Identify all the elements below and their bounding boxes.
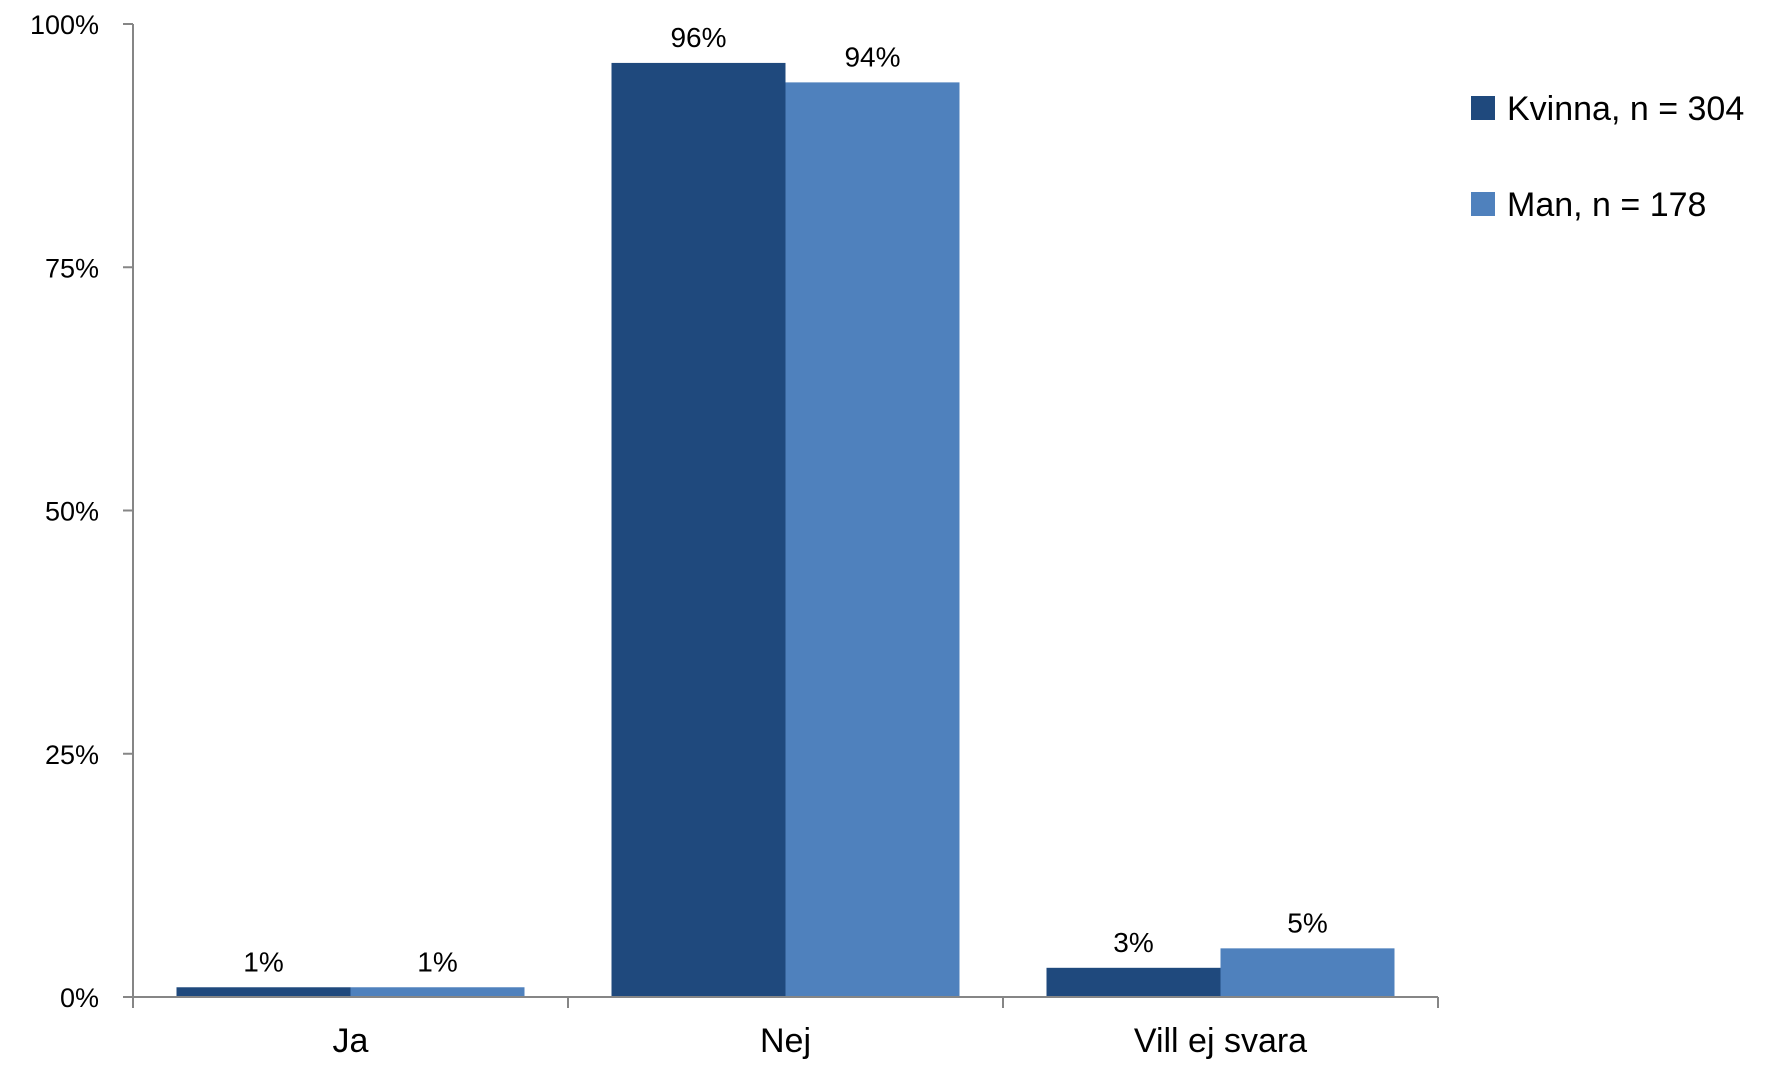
data-label: 94% [844,41,900,72]
y-tick-label: 0% [60,983,99,1013]
axes-group: 0% 25% 50% 75% 100% Ja Nej Vill ej svara [30,10,1439,1060]
data-label: 1% [243,946,283,977]
bar-nej-series-1 [785,82,960,997]
data-labels-group: 1% 1% 96% 94% 3% 5% [243,22,1327,977]
y-tick-label: 75% [45,253,99,283]
bar-ja-series-1 [350,987,525,997]
bars-group [176,62,1395,998]
data-label: 96% [670,22,726,53]
bar-vill-ej-svara-series-0 [1046,967,1221,997]
legend-swatch [1471,96,1495,120]
bar-nej-series-0 [611,62,786,998]
data-label: 5% [1287,907,1327,938]
bar-ja-series-0 [176,987,351,997]
x-tick-label: Ja [333,1022,369,1060]
y-tick-label: 25% [45,740,99,770]
data-label: 1% [417,946,457,977]
y-tick-label: 100% [30,10,99,40]
legend-label: Kvinna, n = 304 [1507,90,1744,128]
x-tick-label: Nej [760,1022,811,1060]
x-tick-label: Vill ej svara [1134,1022,1307,1060]
y-tick-label: 50% [45,497,99,527]
legend: Kvinna, n = 304 Man, n = 178 [1471,90,1744,224]
data-label: 3% [1113,927,1153,958]
legend-swatch [1471,192,1495,216]
legend-label: Man, n = 178 [1507,186,1706,224]
bar-vill-ej-svara-series-1 [1220,948,1395,997]
